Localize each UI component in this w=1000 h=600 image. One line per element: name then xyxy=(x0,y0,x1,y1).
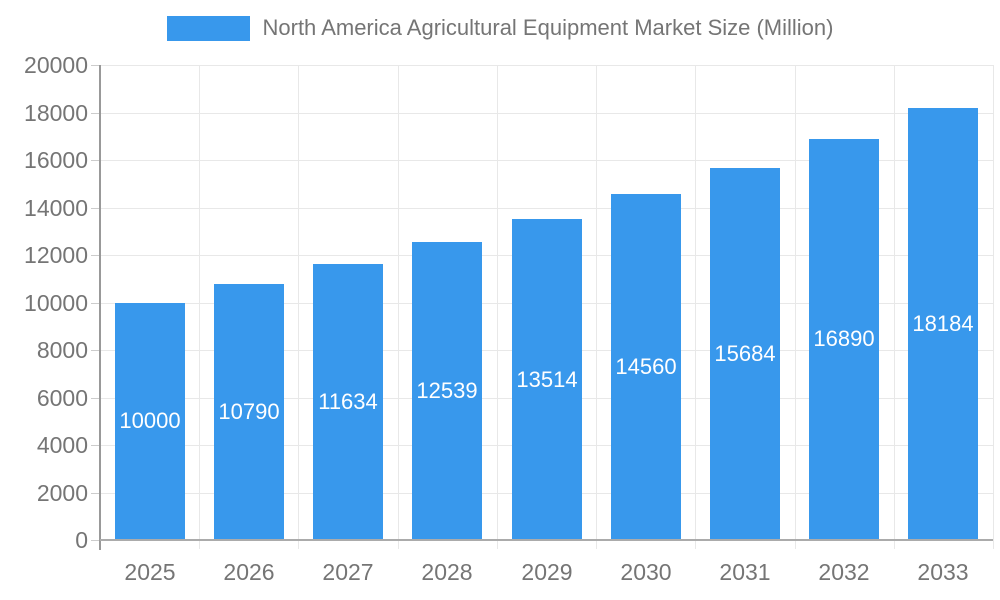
h-gridline xyxy=(100,160,993,161)
y-tick-label: 12000 xyxy=(24,242,88,268)
y-tick-label: 8000 xyxy=(36,337,88,363)
x-tick xyxy=(695,540,696,549)
bar-value-label: 16890 xyxy=(813,326,875,351)
y-tick-label: 4000 xyxy=(36,432,88,458)
x-tick-label: 2025 xyxy=(124,559,176,585)
legend-label: North America Agricultural Equipment Mar… xyxy=(262,15,834,40)
y-tick-label: 0 xyxy=(75,527,88,553)
x-axis-line xyxy=(100,539,993,541)
bar-2031[interactable] xyxy=(710,168,780,540)
legend-swatch-icon xyxy=(166,15,250,41)
v-gridline xyxy=(993,65,994,540)
legend[interactable]: North America Agricultural Equipment Mar… xyxy=(0,14,1000,42)
v-gridline xyxy=(596,65,597,540)
bar-2029[interactable] xyxy=(512,219,582,540)
y-tick xyxy=(91,540,100,541)
x-tick xyxy=(398,540,399,549)
x-tick-label: 2033 xyxy=(917,559,969,585)
bar-2025[interactable] xyxy=(115,303,185,541)
bar-2026[interactable] xyxy=(214,284,284,540)
bar-value-label: 18184 xyxy=(912,311,974,336)
bar-value-label: 13514 xyxy=(516,367,578,392)
x-tick xyxy=(795,540,796,549)
x-tick-label: 2031 xyxy=(719,559,771,585)
y-tick-label: 20000 xyxy=(24,52,88,78)
y-tick-label: 10000 xyxy=(24,290,88,316)
y-axis-line xyxy=(99,65,101,550)
x-tick-label: 2029 xyxy=(521,559,573,585)
y-tick xyxy=(91,208,100,209)
v-gridline xyxy=(795,65,796,540)
bar-2028[interactable] xyxy=(412,242,482,540)
y-tick xyxy=(91,65,100,66)
bar-2027[interactable] xyxy=(313,264,383,540)
y-tick xyxy=(91,493,100,494)
bar-value-label: 12539 xyxy=(416,378,478,403)
y-tick xyxy=(91,255,100,256)
v-gridline xyxy=(497,65,498,540)
y-tick xyxy=(91,113,100,114)
y-tick xyxy=(91,445,100,446)
v-gridline xyxy=(199,65,200,540)
x-tick-label: 2030 xyxy=(620,559,672,585)
y-tick-label: 2000 xyxy=(36,480,88,506)
y-tick xyxy=(91,303,100,304)
x-tick-label: 2027 xyxy=(322,559,374,585)
x-tick xyxy=(199,540,200,549)
x-tick xyxy=(497,540,498,549)
y-tick-label: 14000 xyxy=(24,195,88,221)
h-gridline xyxy=(100,65,993,66)
bar-value-label: 11634 xyxy=(318,389,378,414)
v-gridline xyxy=(298,65,299,540)
y-tick xyxy=(91,350,100,351)
x-tick-label: 2026 xyxy=(223,559,275,585)
bar-2033[interactable] xyxy=(908,108,978,540)
v-gridline xyxy=(695,65,696,540)
h-gridline xyxy=(100,113,993,114)
h-gridline xyxy=(100,208,993,209)
y-tick-label: 16000 xyxy=(24,147,88,173)
x-tick xyxy=(993,540,994,549)
bar-value-label: 10790 xyxy=(218,399,280,424)
x-tick-label: 2032 xyxy=(818,559,870,585)
x-tick xyxy=(298,540,299,549)
y-tick-label: 18000 xyxy=(24,100,88,126)
bar-2030[interactable] xyxy=(611,194,681,540)
v-gridline xyxy=(398,65,399,540)
y-tick-label: 6000 xyxy=(36,385,88,411)
bar-value-label: 10000 xyxy=(119,408,181,433)
bar-2032[interactable] xyxy=(809,139,879,540)
v-gridline xyxy=(894,65,895,540)
bar-value-label: 15684 xyxy=(714,341,776,366)
y-tick xyxy=(91,160,100,161)
x-tick xyxy=(894,540,895,549)
bar-value-label: 14560 xyxy=(615,354,677,379)
x-tick-label: 2028 xyxy=(421,559,473,585)
x-tick xyxy=(596,540,597,549)
y-tick xyxy=(91,398,100,399)
